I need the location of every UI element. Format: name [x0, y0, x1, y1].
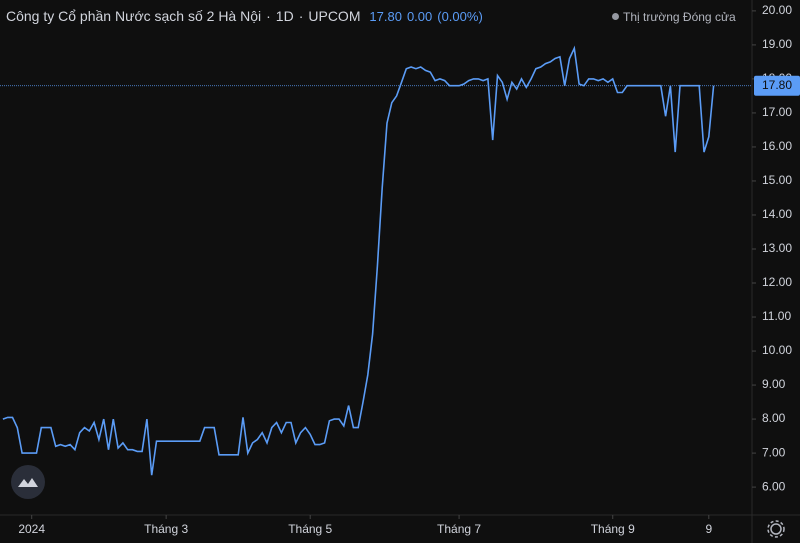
y-tick-label: 20.00: [762, 3, 792, 17]
y-tick-label: 9.00: [762, 377, 786, 391]
change: 0.00: [406, 9, 433, 24]
interval: 1D: [275, 8, 294, 24]
y-tick-label: 13.00: [762, 241, 792, 255]
y-tick-label: 6.00: [762, 479, 786, 493]
x-tick-label: Tháng 3: [144, 522, 188, 536]
y-tick-label: 7.00: [762, 445, 786, 459]
y-tick-label: 10.00: [762, 343, 792, 357]
x-tick-label: 2024: [18, 522, 45, 536]
price-line: [2, 45, 715, 476]
settings-button[interactable]: [767, 520, 785, 538]
x-tick-label: Tháng 9: [591, 522, 635, 536]
change-pct: (0.00%): [437, 9, 483, 24]
market-status-text: Thị trường Đóng cửa: [623, 10, 736, 24]
y-tick-label: 11.00: [762, 309, 791, 323]
y-tick-label: 14.00: [762, 207, 792, 221]
price: 17.80: [369, 9, 402, 24]
market-status: Thị trường Đóng cửa: [612, 10, 736, 24]
y-tick-label: 8.00: [762, 411, 786, 425]
logo: [11, 465, 45, 499]
x-tick-label: 9: [705, 522, 712, 536]
separator: ·: [298, 8, 304, 24]
y-tick-label: 15.00: [762, 173, 792, 187]
symbol-title: Công ty Cổ phần Nước sạch số 2 Hà Nội: [6, 8, 262, 24]
legend-header: Công ty Cổ phần Nước sạch số 2 Hà Nội · 1D…: [6, 8, 488, 24]
exchange: UPCOM: [308, 8, 361, 24]
y-tick-label: 12.00: [762, 275, 792, 289]
y-tick-label: 16.00: [762, 139, 792, 153]
last-price-box: [754, 75, 800, 96]
x-tick-label: Tháng 7: [437, 522, 481, 536]
y-tick-label: 17.00: [762, 105, 792, 119]
y-tick-label: 19.00: [762, 37, 792, 51]
separator: ·: [266, 8, 271, 24]
last-price-label: 17.80: [762, 78, 792, 92]
x-tick-label: Tháng 5: [288, 522, 332, 536]
